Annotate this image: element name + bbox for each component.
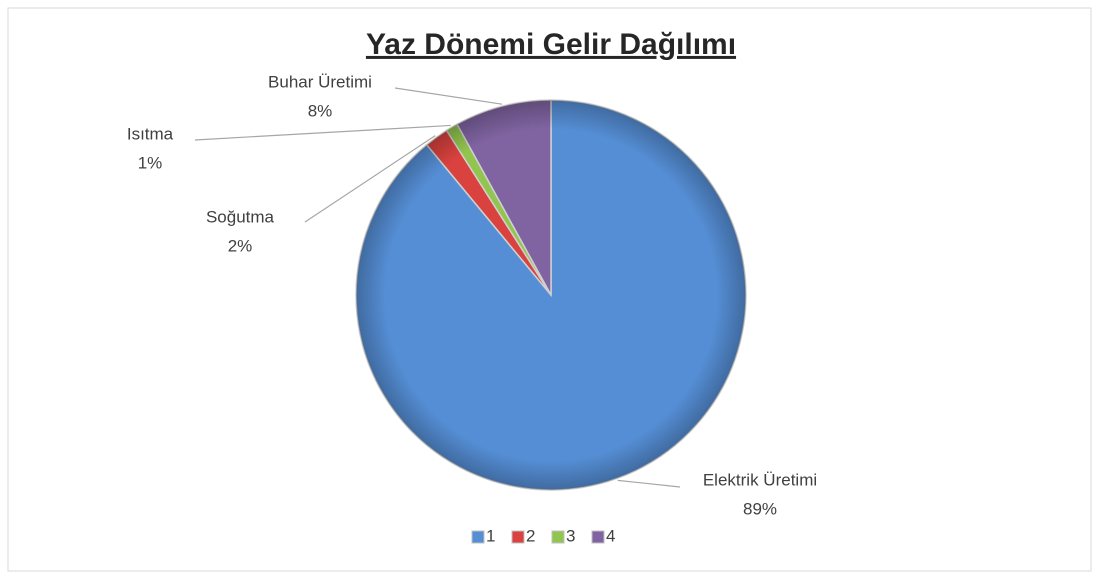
- legend-swatch: [471, 530, 485, 544]
- data-label-category: Elektrik Üretimi: [703, 470, 817, 489]
- legend-label: 3: [566, 526, 575, 545]
- data-label-category: Isıtma: [127, 124, 174, 143]
- legend-swatch: [551, 530, 565, 544]
- legend-label: 4: [606, 526, 615, 545]
- legend-label: 2: [526, 526, 535, 545]
- data-label-category: Soğutma: [206, 207, 275, 226]
- data-label-value: 8%: [308, 101, 333, 120]
- data-label-value: 89%: [743, 499, 777, 518]
- chart-title: Yaz Dönemi Gelir Dağılımı: [366, 28, 736, 61]
- data-label-category: Buhar Üretimi: [268, 72, 372, 91]
- leader-line: [304, 135, 436, 223]
- leader-line: [394, 87, 503, 105]
- leader-line: [194, 124, 451, 141]
- data-label-value: 2%: [228, 236, 253, 255]
- data-label-value: 1%: [138, 153, 163, 172]
- leader-line: [617, 479, 681, 488]
- legend-swatch: [511, 530, 525, 544]
- pie-shade: [356, 100, 746, 490]
- legend-label: 1: [486, 526, 495, 545]
- legend-swatch: [591, 530, 605, 544]
